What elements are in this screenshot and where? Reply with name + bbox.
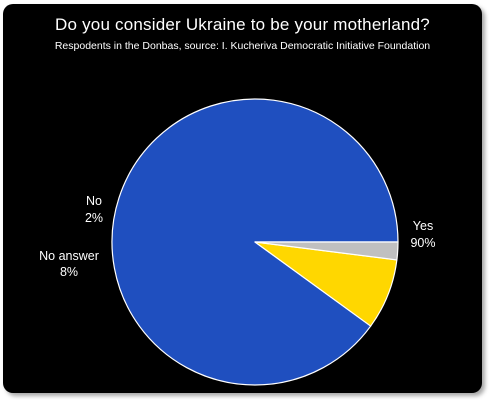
label-no-answer: No answer 8%: [39, 249, 99, 279]
chart-title: Do you consider Ukraine to be your mothe…: [55, 15, 430, 34]
pie-slice-no: [254, 241, 399, 261]
label-no-answer-name: No answer: [39, 249, 99, 263]
label-yes: Yes 90%: [410, 219, 435, 250]
chart-frame: Do you consider Ukraine to be your mothe…: [3, 4, 482, 393]
label-yes-name: Yes: [413, 219, 433, 233]
pie-slices: [111, 98, 399, 386]
label-no-answer-percent: 8%: [60, 265, 78, 279]
chart-subtitle: Respodents in the Donbas, source: I. Kuc…: [54, 40, 431, 52]
label-no-name: No: [86, 194, 102, 208]
pie-chart: Yes 90% No 2% No answer 8%: [39, 98, 436, 386]
label-no: No 2%: [85, 194, 103, 225]
label-no-percent: 2%: [85, 211, 103, 225]
label-yes-percent: 90%: [410, 236, 435, 250]
